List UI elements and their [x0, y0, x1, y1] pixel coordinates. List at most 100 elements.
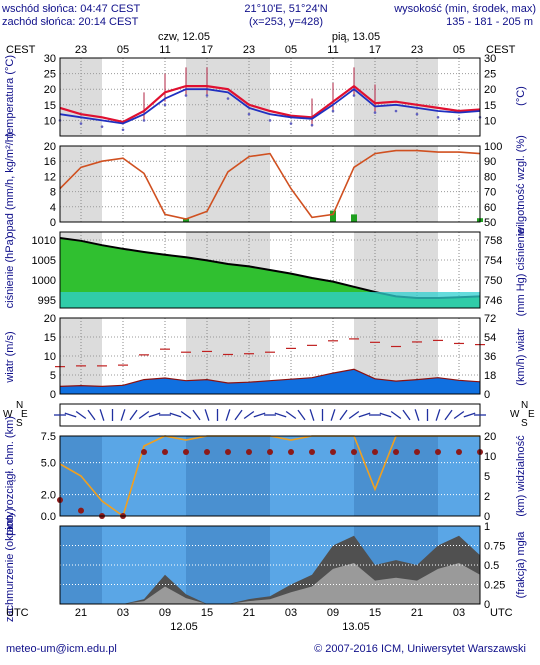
y-tick-label: 5 [50, 370, 56, 382]
wind-arrow [169, 412, 182, 418]
cloud-extent-dot [456, 449, 462, 455]
wind-dir-left-w: W [3, 409, 13, 420]
wind-right-label: (km/h) wiatr [515, 328, 527, 386]
dew-dot [394, 109, 398, 113]
y-tick-label: 0 [50, 389, 56, 401]
grid-text: (x=253, y=428) [249, 16, 323, 28]
dew-dot [247, 112, 251, 116]
panels: 1015202530101520253004812162050607080901… [32, 53, 506, 611]
vis-left-label: pion. rozciągł. chm. (km) [4, 416, 16, 536]
cloud-extent-dot [162, 449, 168, 455]
sunset-text: zachód słońca: 20:14 CEST [2, 16, 139, 28]
bottom-hour-label: 03 [453, 607, 465, 619]
wind-arrow [234, 409, 243, 421]
day1-label: czw, 12.05 [158, 31, 210, 43]
y-tick-label-right: 100 [484, 141, 502, 153]
y-tick-label-right: 0.5 [484, 560, 499, 572]
copyright-text: © 2007-2016 ICM, Uniwersytet Warszawski [314, 643, 526, 655]
dew-dot [226, 97, 230, 100]
top-hour-labels: 23 05 11 17 23 05 11 17 23 05 [75, 44, 465, 56]
wind-dir-left-e: E [21, 409, 28, 420]
y-tick-label: 20 [44, 84, 56, 96]
y-tick-label: 10 [44, 115, 56, 127]
top-hour-label: 17 [201, 44, 213, 56]
top-hour-label: 17 [369, 44, 381, 56]
dew-dot [268, 119, 272, 122]
wind-arrow [444, 409, 453, 421]
y-tick-label-right: 754 [484, 255, 502, 267]
press-right-label: (mm Hg) ciśnienie [515, 228, 527, 317]
dew-dot [142, 119, 146, 122]
cloud-extent-dot [141, 449, 147, 455]
y-tick-label: 15 [44, 332, 56, 344]
y-tick-label-right: 80 [484, 171, 496, 183]
dew-dot [100, 125, 104, 128]
wind-arrow [402, 409, 411, 421]
wind-arrow [192, 409, 201, 421]
day2-label: pią, 13.05 [332, 31, 380, 43]
dew-dot [184, 94, 188, 97]
bottom-hour-label: 03 [285, 607, 297, 619]
y-tick-label: 2.0 [41, 490, 56, 502]
y-tick-label: 0.0 [41, 511, 56, 523]
wind-arrow [339, 409, 348, 421]
night-band [354, 146, 438, 222]
temp-right-label: (°C) [515, 86, 527, 106]
y-tick-label: 0 [50, 217, 56, 229]
pressure-panel-border [59, 231, 481, 309]
bottom-hour-label: 21 [75, 607, 87, 619]
wind-arrow [390, 410, 402, 420]
dew-dot [205, 94, 209, 97]
wind-dir-left-s: S [16, 418, 23, 429]
wind-arrow [75, 410, 87, 420]
precip-bar [183, 218, 189, 222]
wind-arrow [225, 409, 231, 421]
y-tick-label-right: 90 [484, 156, 496, 168]
dew-dot [352, 94, 356, 97]
wind-arrow [330, 409, 336, 421]
wind-arrow [358, 412, 371, 418]
dew-dot [163, 103, 167, 107]
cloud-extent-dot [246, 449, 252, 455]
bottom-hour-label: 21 [411, 607, 423, 619]
tz-right-top: CEST [486, 44, 516, 56]
y-tick-label: 10 [44, 351, 56, 363]
top-hour-label: 23 [411, 44, 423, 56]
wind-dir-right-s: S [521, 418, 528, 429]
dew-dot [121, 128, 125, 132]
date1-label: 12.05 [170, 621, 198, 633]
wind-dir-right-e: E [528, 409, 535, 420]
cloud-border [59, 525, 481, 605]
cloud-extent-dot [435, 449, 441, 455]
y-tick-label-right: 0.25 [484, 580, 505, 592]
y-tick-label: 8 [50, 187, 56, 199]
wind-arrow [180, 410, 192, 420]
y-tick-label-right: 50 [484, 217, 496, 229]
temp-left-label: temperatura (°C) [4, 55, 16, 137]
y-tick-label-right: 60 [484, 202, 496, 214]
wind-arrow [64, 412, 77, 418]
bottom-hour-labels: 21 03 09 15 21 03 09 15 21 03 [75, 607, 465, 619]
email-link[interactable]: meteo-um@icm.edu.pl [6, 643, 117, 655]
y-tick-label: 1000 [32, 275, 56, 287]
y-tick-label-right: 0 [484, 389, 490, 401]
series-line-temp [59, 84, 481, 124]
wind-arrow [274, 412, 287, 418]
pressure-low-band [60, 292, 480, 308]
top-hour-label: 05 [285, 44, 297, 56]
wind-dir-right-n: N [521, 400, 528, 411]
y-tick-label-right: 54 [484, 332, 496, 344]
y-tick-label-right: 5 [484, 471, 490, 483]
wind-direction-strip [54, 403, 486, 427]
wind-arrow [138, 410, 150, 420]
wind-arrow [243, 410, 255, 420]
y-tick-label-right: 0 [484, 511, 490, 523]
bottom-hour-label: 15 [201, 607, 213, 619]
night-band [60, 146, 102, 222]
cloud-extent-dot [225, 449, 231, 455]
alt-title: wysokość (min, środek, max) [393, 3, 536, 15]
cloud-extent-dot [351, 449, 357, 455]
cloud-extent-dot [393, 449, 399, 455]
y-tick-label-right: 0 [484, 599, 490, 611]
